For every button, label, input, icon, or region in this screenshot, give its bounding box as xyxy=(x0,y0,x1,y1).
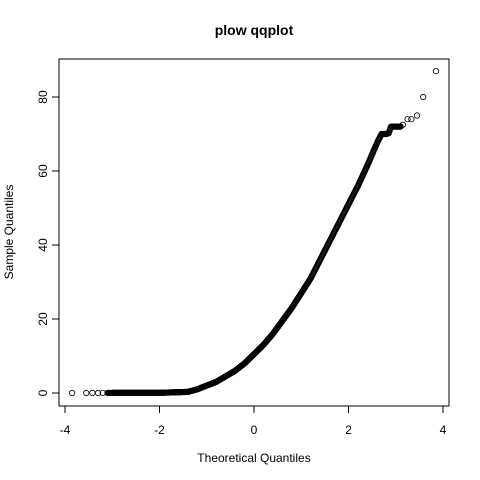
chart-title: plow qqplot xyxy=(215,22,294,38)
x-tick-label: 0 xyxy=(251,423,258,437)
data-point xyxy=(68,389,76,397)
data-point xyxy=(99,389,106,397)
y-tick-label: 20 xyxy=(36,312,50,326)
y-tick-label: 60 xyxy=(36,164,50,178)
y-axis-label: Sample Quantiles xyxy=(2,185,16,280)
data-point xyxy=(420,93,427,101)
y-tick-label: 80 xyxy=(36,90,50,104)
data-point xyxy=(83,389,90,397)
data-point xyxy=(432,68,440,75)
data-point xyxy=(399,121,406,128)
x-axis: -4 -2 0 2 4 xyxy=(60,405,447,437)
data-point xyxy=(413,112,421,119)
y-axis: 0 20 40 60 80 xyxy=(36,90,60,396)
x-tick-label: -4 xyxy=(60,423,71,437)
x-tick-label: -2 xyxy=(154,423,165,437)
x-tick-label: 2 xyxy=(345,423,352,437)
x-axis-label: Theoretical Quantiles xyxy=(197,451,310,465)
data-point xyxy=(404,116,411,123)
data-point xyxy=(94,389,102,397)
data-point xyxy=(89,389,96,397)
data-points xyxy=(68,68,440,397)
x-tick-label: 4 xyxy=(440,423,447,437)
y-tick-label: 40 xyxy=(36,238,50,252)
y-tick-label: 0 xyxy=(36,389,50,396)
data-point xyxy=(408,116,415,123)
